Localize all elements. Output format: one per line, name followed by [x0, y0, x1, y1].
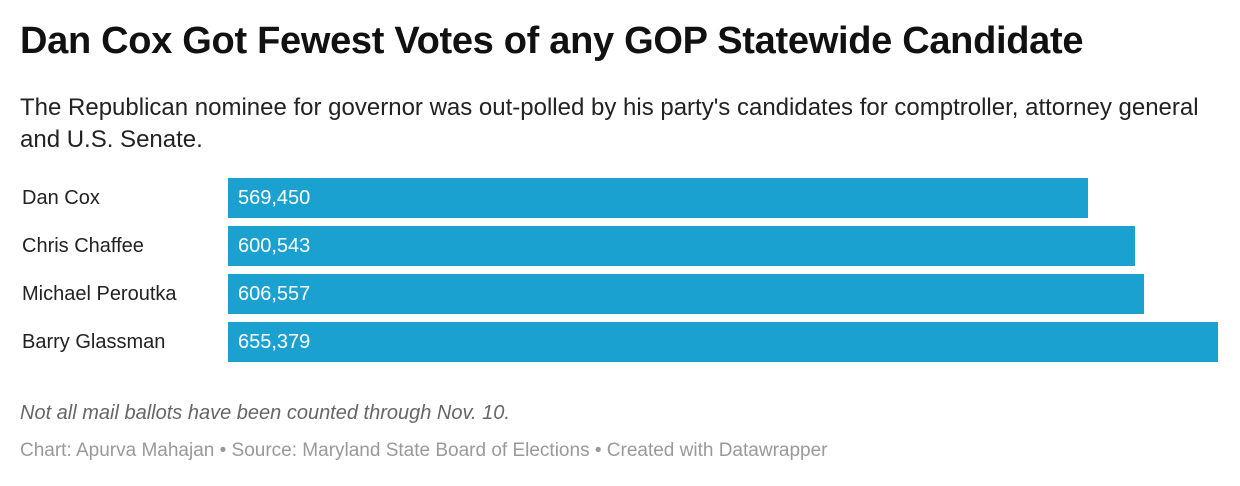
- bar-chart: Dan Cox 569,450 Chris Chaffee 600,543 Michae…: [20, 178, 1220, 364]
- chart-title: Dan Cox Got Fewest Votes of any GOP Stat…: [20, 20, 1084, 62]
- bar-value-label: 655,379: [238, 331, 311, 353]
- chart-note: Not all mail ballots have been counted t…: [20, 402, 510, 424]
- bar: [228, 322, 1218, 362]
- bar-row: Michael Peroutka 606,557: [20, 274, 1220, 314]
- chart-credits: Chart: Apurva Mahajan • Source: Maryland…: [20, 440, 828, 461]
- bar: [228, 178, 1088, 218]
- category-label: Barry Glassman: [22, 331, 166, 353]
- bar-row: Barry Glassman 655,379: [20, 322, 1220, 362]
- bar-row: Dan Cox 569,450: [20, 178, 1220, 218]
- bar-value-label: 569,450: [238, 187, 311, 209]
- bar: [228, 274, 1144, 314]
- bar-row: Chris Chaffee 600,543: [20, 226, 1220, 266]
- bar-value-label: 600,543: [238, 235, 311, 257]
- bar-value-label: 606,557: [238, 283, 311, 305]
- bar: [228, 226, 1135, 266]
- category-label: Michael Peroutka: [22, 283, 177, 305]
- chart-subtitle: The Republican nominee for governor was …: [20, 94, 1199, 153]
- category-label: Dan Cox: [22, 187, 100, 209]
- category-label: Chris Chaffee: [22, 235, 144, 257]
